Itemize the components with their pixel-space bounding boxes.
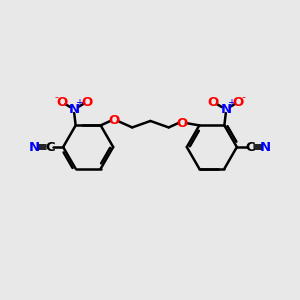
Text: N: N [29, 141, 40, 154]
Text: O: O [81, 96, 92, 109]
Text: O: O [208, 96, 219, 109]
Text: +: + [76, 98, 83, 108]
Text: N: N [260, 141, 271, 154]
Text: C: C [245, 141, 255, 154]
Text: -: - [55, 92, 59, 102]
Text: -: - [241, 92, 245, 102]
Text: O: O [56, 96, 68, 109]
Text: O: O [232, 96, 244, 109]
Text: N: N [220, 103, 231, 116]
Text: O: O [108, 115, 120, 128]
Text: O: O [176, 116, 188, 130]
Text: N: N [69, 103, 80, 116]
Text: +: + [227, 98, 235, 108]
Text: C: C [45, 141, 55, 154]
